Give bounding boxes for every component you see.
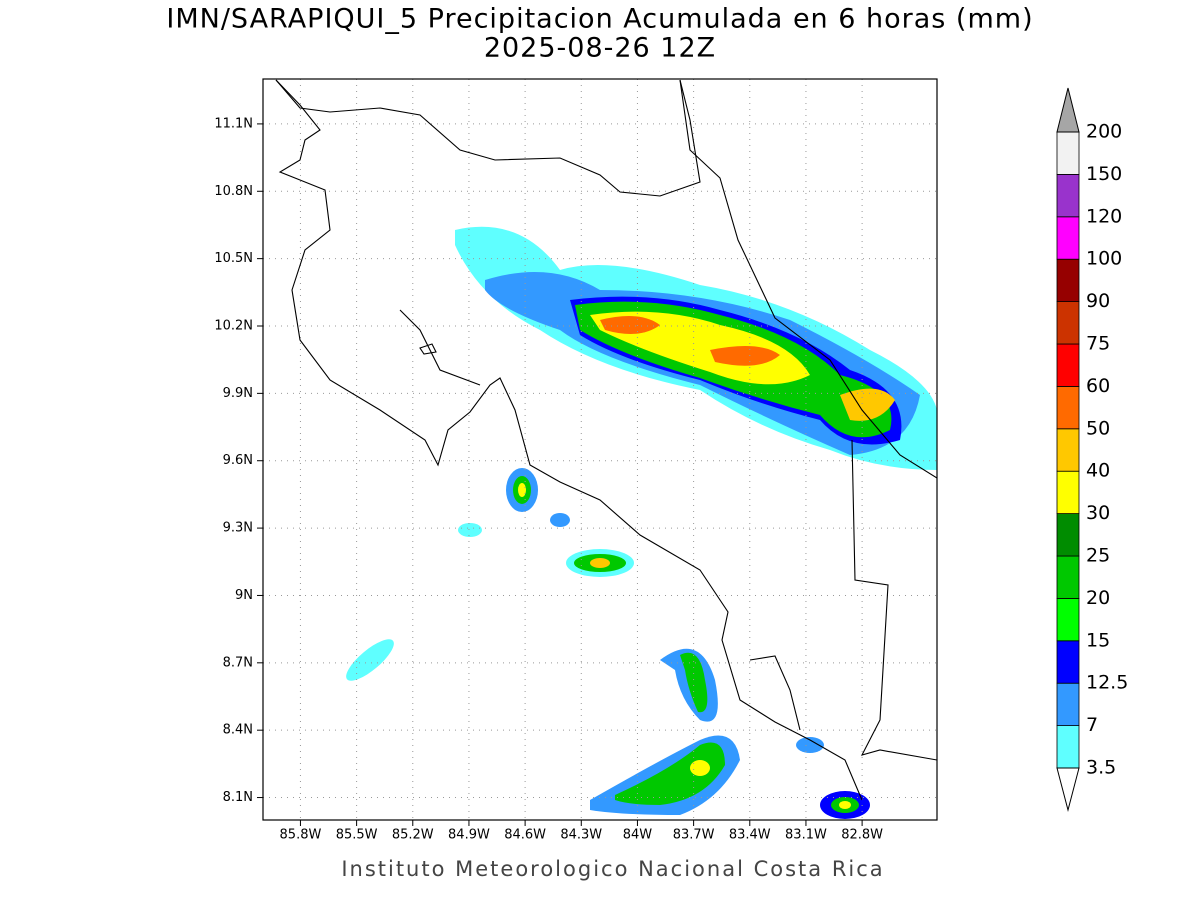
x-tick-label: 84.9W	[448, 828, 490, 843]
grid	[263, 79, 937, 820]
colorbar-box	[1056, 343, 1080, 387]
colorbar-box	[1056, 640, 1080, 684]
x-tick-label: 84W	[623, 828, 653, 843]
x-tick-label: 83.4W	[729, 828, 771, 843]
colorbar-box	[1056, 555, 1080, 599]
colorbar-label: 3.5	[1086, 757, 1116, 779]
colorbar-label: 120	[1086, 205, 1122, 227]
colorbar-label: 100	[1086, 248, 1122, 270]
coastlines	[275, 79, 937, 801]
x-tick-label: 85.2W	[392, 828, 434, 843]
y-tick-label: 8.1N	[223, 790, 253, 805]
colorbar-label: 40	[1086, 460, 1110, 482]
y-tick-label: 9N	[235, 588, 253, 603]
y-tick-label: 8.7N	[223, 655, 253, 670]
x-tick-label: 84.3W	[560, 828, 602, 843]
colorbar-box	[1056, 301, 1080, 345]
x-tick-label: 84.6W	[504, 828, 546, 843]
precip-field	[346, 226, 937, 819]
colorbar-label: 30	[1086, 502, 1110, 524]
subtitle: 2025-08-26 12Z	[484, 33, 716, 64]
y-tick-label: 9.6N	[223, 453, 253, 468]
colorbar-box	[1056, 216, 1080, 260]
x-tick-label: 85.8W	[280, 828, 322, 843]
colorbar-over	[1056, 87, 1080, 133]
colorbar-box	[1056, 385, 1080, 430]
y-tick-label: 10.8N	[214, 184, 253, 199]
y-tick-label: 11.1N	[214, 116, 253, 131]
x-tick-label: 85.5W	[336, 828, 378, 843]
colorbar-label: 200	[1086, 121, 1122, 143]
y-tick-label: 8.4N	[223, 723, 253, 738]
colorbar-box	[1056, 428, 1080, 472]
colorbar-box	[1056, 173, 1080, 218]
colorbar-box	[1056, 258, 1080, 303]
y-tick-label: 10.2N	[214, 319, 253, 334]
colorbar-box	[1056, 470, 1080, 515]
colorbar-box	[1056, 598, 1080, 642]
colorbar-box	[1056, 725, 1080, 769]
plot-frame	[262, 78, 938, 821]
colorbar-label: 60	[1086, 375, 1110, 397]
colorbar-box	[1056, 131, 1080, 175]
colorbar-label: 12.5	[1086, 672, 1128, 694]
colorbar-label: 75	[1086, 333, 1110, 355]
colorbar-label: 7	[1086, 714, 1098, 736]
y-tick-label: 10.5N	[214, 251, 253, 266]
colorbar-label: 15	[1086, 629, 1110, 651]
x-tick-label: 83.1W	[785, 828, 827, 843]
colorbar-label: 90	[1086, 290, 1110, 312]
y-tick-label: 9.9N	[223, 386, 253, 401]
y-tick-label: 9.3N	[223, 521, 253, 536]
colorbar-under	[1056, 767, 1080, 812]
colorbar-label: 25	[1086, 545, 1110, 567]
colorbar-box	[1056, 513, 1080, 557]
colorbar-label: 150	[1086, 163, 1122, 185]
colorbar: 3.5 7 12.5 15 20 25 30 40 50 60 75 90 100 120 150 200	[1056, 87, 1128, 812]
x-tick-label: 82.8W	[841, 828, 883, 843]
footer: Instituto Meteorologico Nacional Costa R…	[341, 857, 884, 881]
colorbar-label: 20	[1086, 587, 1110, 609]
colorbar-label: 50	[1086, 417, 1110, 439]
colorbar-box	[1056, 682, 1080, 727]
x-tick-label: 83.7W	[673, 828, 715, 843]
title: IMN/SARAPIQUI_5 Precipitacion Acumulada …	[166, 4, 1033, 35]
